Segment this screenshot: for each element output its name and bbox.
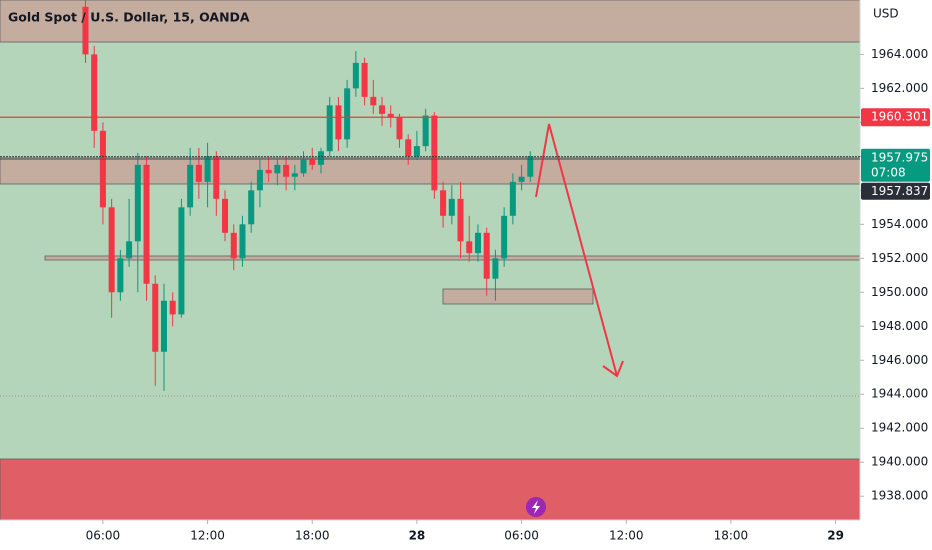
candle-body [187,164,194,208]
x-tick-label: 06:00 [86,529,121,543]
candle-body [265,169,272,174]
candles [82,0,534,391]
support-line-zone [44,255,861,261]
candle-body [431,115,438,191]
candle-body [134,164,141,242]
candle-body [143,164,150,284]
bid-price: 1957.837 [871,184,928,198]
x-tick-label: 18:00 [714,529,749,543]
candle-body [160,300,167,352]
candle-body [492,258,499,279]
last-price: 1957.975 [871,150,928,164]
y-tick-label: 1954.000 [871,217,928,231]
alert-tag [861,108,930,127]
y-tick-label: 1940.000 [871,455,928,469]
candle-body [335,105,342,140]
candle-body [448,198,455,216]
candle-body [248,190,255,225]
candle-body [195,164,202,182]
resistance-zone [0,0,861,43]
candle-body [387,113,394,118]
candle-body [501,215,508,259]
candle-body [82,6,89,55]
y-tick-label: 1964.000 [871,47,928,61]
candle-body [474,232,481,254]
candle-body [300,159,307,174]
candle-body [379,105,386,114]
x-tick-label: 18:00 [295,529,330,543]
candle-body [117,258,124,293]
x-tick-label: 06:00 [504,529,539,543]
bid-tag [861,182,930,200]
candle-body [126,241,133,259]
x-tick-label: 29 [827,529,844,543]
candle-body [283,164,290,177]
candle-body [309,159,316,165]
y-tick-label: 1950.000 [871,285,928,299]
candle-body [527,156,534,177]
candle-body [483,232,490,279]
x-tick-label: 12:00 [190,529,225,543]
y-tick-label: 1938.000 [871,489,928,503]
x-tick-label: 28 [409,529,426,543]
chart-title: Gold Spot / U.S. Dollar, 15, OANDA [8,10,250,25]
candle-body [352,62,359,89]
candle-body [108,207,115,293]
candle-body [291,173,298,177]
candle-body [239,224,246,259]
alert-price: 1960.301 [871,110,928,124]
projection-arrow [535,123,618,377]
x-tick-label: 12:00 [609,529,644,543]
y-tick-label: 1952.000 [871,251,928,265]
candle-body [422,115,429,147]
candle-body [344,88,351,140]
candle-body [274,164,281,174]
candle-body [466,241,473,254]
candle-body [361,62,368,97]
candle-body [396,117,403,140]
y-tick-label: 1962.000 [871,81,928,95]
candle-body [169,300,176,315]
price-axis [860,0,932,550]
candle-body [204,156,211,182]
lightning-glyph [532,500,540,514]
candle-body [230,232,237,259]
axes: 1938.000 1940.000 1942.000 1944.000 1946.000… [0,47,930,543]
arrow-head [602,360,624,378]
candle-body [370,96,377,106]
countdown: 07:08 [871,165,906,179]
candle-body [178,207,185,315]
time-axis [0,520,860,550]
candle-body [326,105,333,152]
y-tick-label: 1944.000 [871,387,928,401]
candle-body [317,151,324,165]
target-zone [442,288,594,305]
candle-body [518,176,525,182]
y-tick-label: 1946.000 [871,353,928,367]
candle-body [440,190,447,216]
last-price-tag [861,148,930,182]
candle-body [509,181,516,216]
candle-body [213,156,220,199]
y-tick-label: 1942.000 [871,421,928,435]
candle-body [222,198,229,233]
candle-body [457,198,464,242]
candle-body [256,169,263,191]
candle-body [91,54,98,131]
currency-label: USD [873,7,899,21]
demand-zone [0,458,861,521]
candle-body [99,130,106,208]
supply-zone [0,157,861,185]
candle-body [152,283,159,352]
candle-body [413,146,420,157]
candle-body [405,139,412,157]
y-tick-label: 1948.000 [871,319,928,333]
